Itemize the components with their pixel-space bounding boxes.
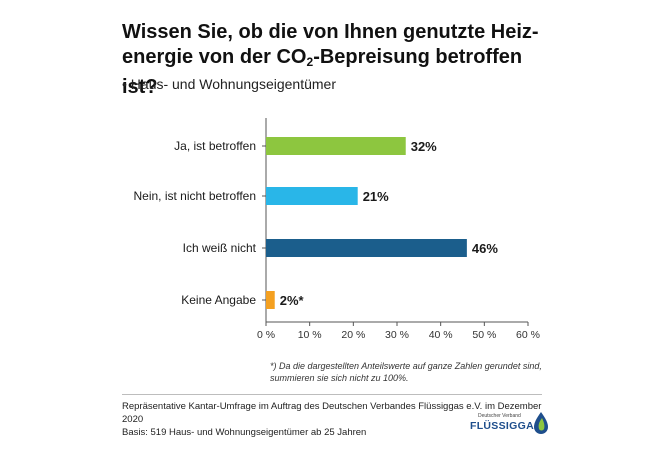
x-tick-label: 30 % xyxy=(385,329,409,341)
flame-drop-icon xyxy=(534,412,548,434)
category-label: Ja, ist betroffen xyxy=(174,139,256,153)
x-tick-label: 60 % xyxy=(516,329,540,341)
chart-title: Wissen Sie, ob die von Ihnen genutzte He… xyxy=(122,20,542,100)
flussiggas-logo: Deutscher Verband FLÜSSIGGAS xyxy=(470,411,550,437)
title-subscript: 2 xyxy=(306,55,314,69)
footnote: *) Da die dargestellten Anteilswerte auf… xyxy=(270,361,542,383)
logo-main-text: FLÜSSIGGAS xyxy=(470,420,542,432)
value-label: 21% xyxy=(363,189,389,204)
bar xyxy=(266,291,275,309)
chart-subtitle: • Haus- und Wohnungseigentümer xyxy=(122,76,336,92)
value-label: 2%* xyxy=(280,293,305,308)
source-line-2: Basis: 519 Haus- und Wohnungseigentümer … xyxy=(122,427,367,438)
footer-divider xyxy=(122,394,542,395)
x-tick-label: 50 % xyxy=(472,329,496,341)
bar xyxy=(266,239,467,257)
bar xyxy=(266,137,406,155)
source-line-1: Repräsentative Kantar-Umfrage im Auftrag… xyxy=(122,401,542,425)
category-label: Keine Angabe xyxy=(181,293,256,307)
source-note: Repräsentative Kantar-Umfrage im Auftrag… xyxy=(122,400,552,439)
title-line-2-start: energie von der CO xyxy=(122,46,307,68)
logo-top-text: Deutscher Verband xyxy=(478,413,521,419)
category-label: Ich weiß nicht xyxy=(183,241,257,255)
x-tick-label: 0 % xyxy=(257,329,275,341)
x-tick-label: 40 % xyxy=(429,329,453,341)
value-label: 46% xyxy=(472,241,498,256)
category-label: Nein, ist nicht betroffen xyxy=(133,189,256,203)
bar xyxy=(266,187,358,205)
title-line-1: Wissen Sie, ob die von Ihnen genutzte He… xyxy=(122,21,539,43)
x-tick-label: 10 % xyxy=(298,329,322,341)
x-tick-label: 20 % xyxy=(341,329,365,341)
title-line-2-end: -Bepreisung betroffen ist? xyxy=(122,46,523,98)
value-label: 32% xyxy=(411,139,437,154)
